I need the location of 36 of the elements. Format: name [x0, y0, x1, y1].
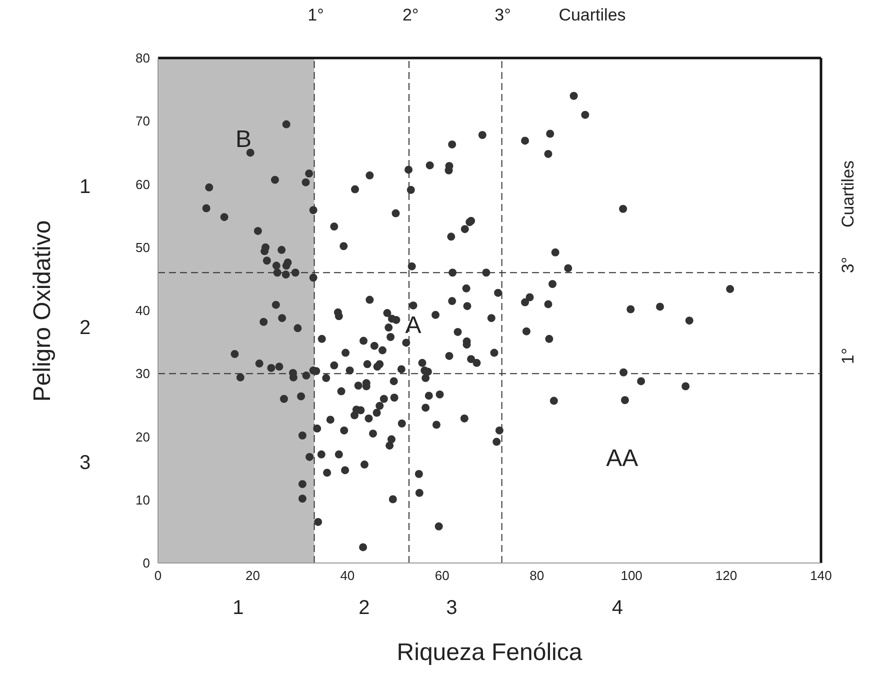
text: 1° — [838, 348, 858, 364]
text: 1 — [80, 176, 91, 198]
y-tick-label: 50 — [136, 240, 150, 255]
text: 1° — [308, 6, 324, 25]
x-tick-label: 0 — [154, 568, 162, 584]
x-axis-title: Riqueza Fenólica — [396, 639, 582, 666]
y-tick-label: 10 — [136, 492, 150, 508]
text: 2 — [80, 316, 91, 339]
x-tick-label: 60 — [434, 568, 450, 584]
y-tick-label: 40 — [136, 303, 150, 318]
text: 4 — [612, 597, 624, 620]
y-tick-label: 0 — [142, 556, 150, 571]
annotation: A — [405, 312, 422, 339]
text: 3 — [446, 597, 458, 620]
text: Cuartiles — [838, 160, 858, 228]
text: 2° — [402, 6, 419, 25]
y-tick-label: 70 — [136, 114, 150, 129]
annotation: AA — [606, 444, 638, 472]
y-axis-title: Peligro Oxidativo — [29, 220, 56, 402]
y-tick-label: 60 — [136, 176, 150, 192]
x-tick-label: 20 — [245, 568, 260, 584]
x-tick-label: 140 — [810, 568, 832, 584]
text: 1 — [232, 597, 244, 620]
annotation: B — [236, 126, 252, 154]
y-tick-label: 30 — [136, 366, 150, 382]
text: Cuartiles — [558, 6, 626, 25]
x-tick-label: 100 — [620, 568, 642, 584]
text: 3 — [80, 452, 91, 474]
x-tick-label: 80 — [530, 568, 544, 584]
y-tick-label: 80 — [136, 50, 150, 66]
text: 3° — [494, 6, 511, 25]
y-tick-label: 20 — [136, 429, 150, 444]
text: 3° — [838, 256, 858, 274]
x-tick-label: 40 — [340, 568, 355, 584]
text: 2 — [358, 597, 370, 620]
x-tick-label: 120 — [715, 568, 738, 584]
